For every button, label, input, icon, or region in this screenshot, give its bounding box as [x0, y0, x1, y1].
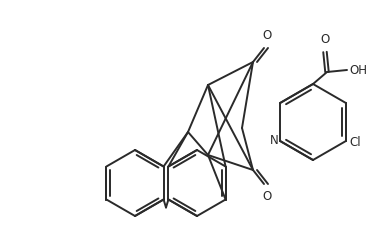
Text: O: O [262, 29, 272, 42]
Text: Cl: Cl [349, 136, 361, 149]
Text: O: O [262, 190, 272, 203]
Text: O: O [320, 33, 330, 46]
Text: N: N [270, 134, 279, 148]
Text: OH: OH [349, 64, 367, 77]
